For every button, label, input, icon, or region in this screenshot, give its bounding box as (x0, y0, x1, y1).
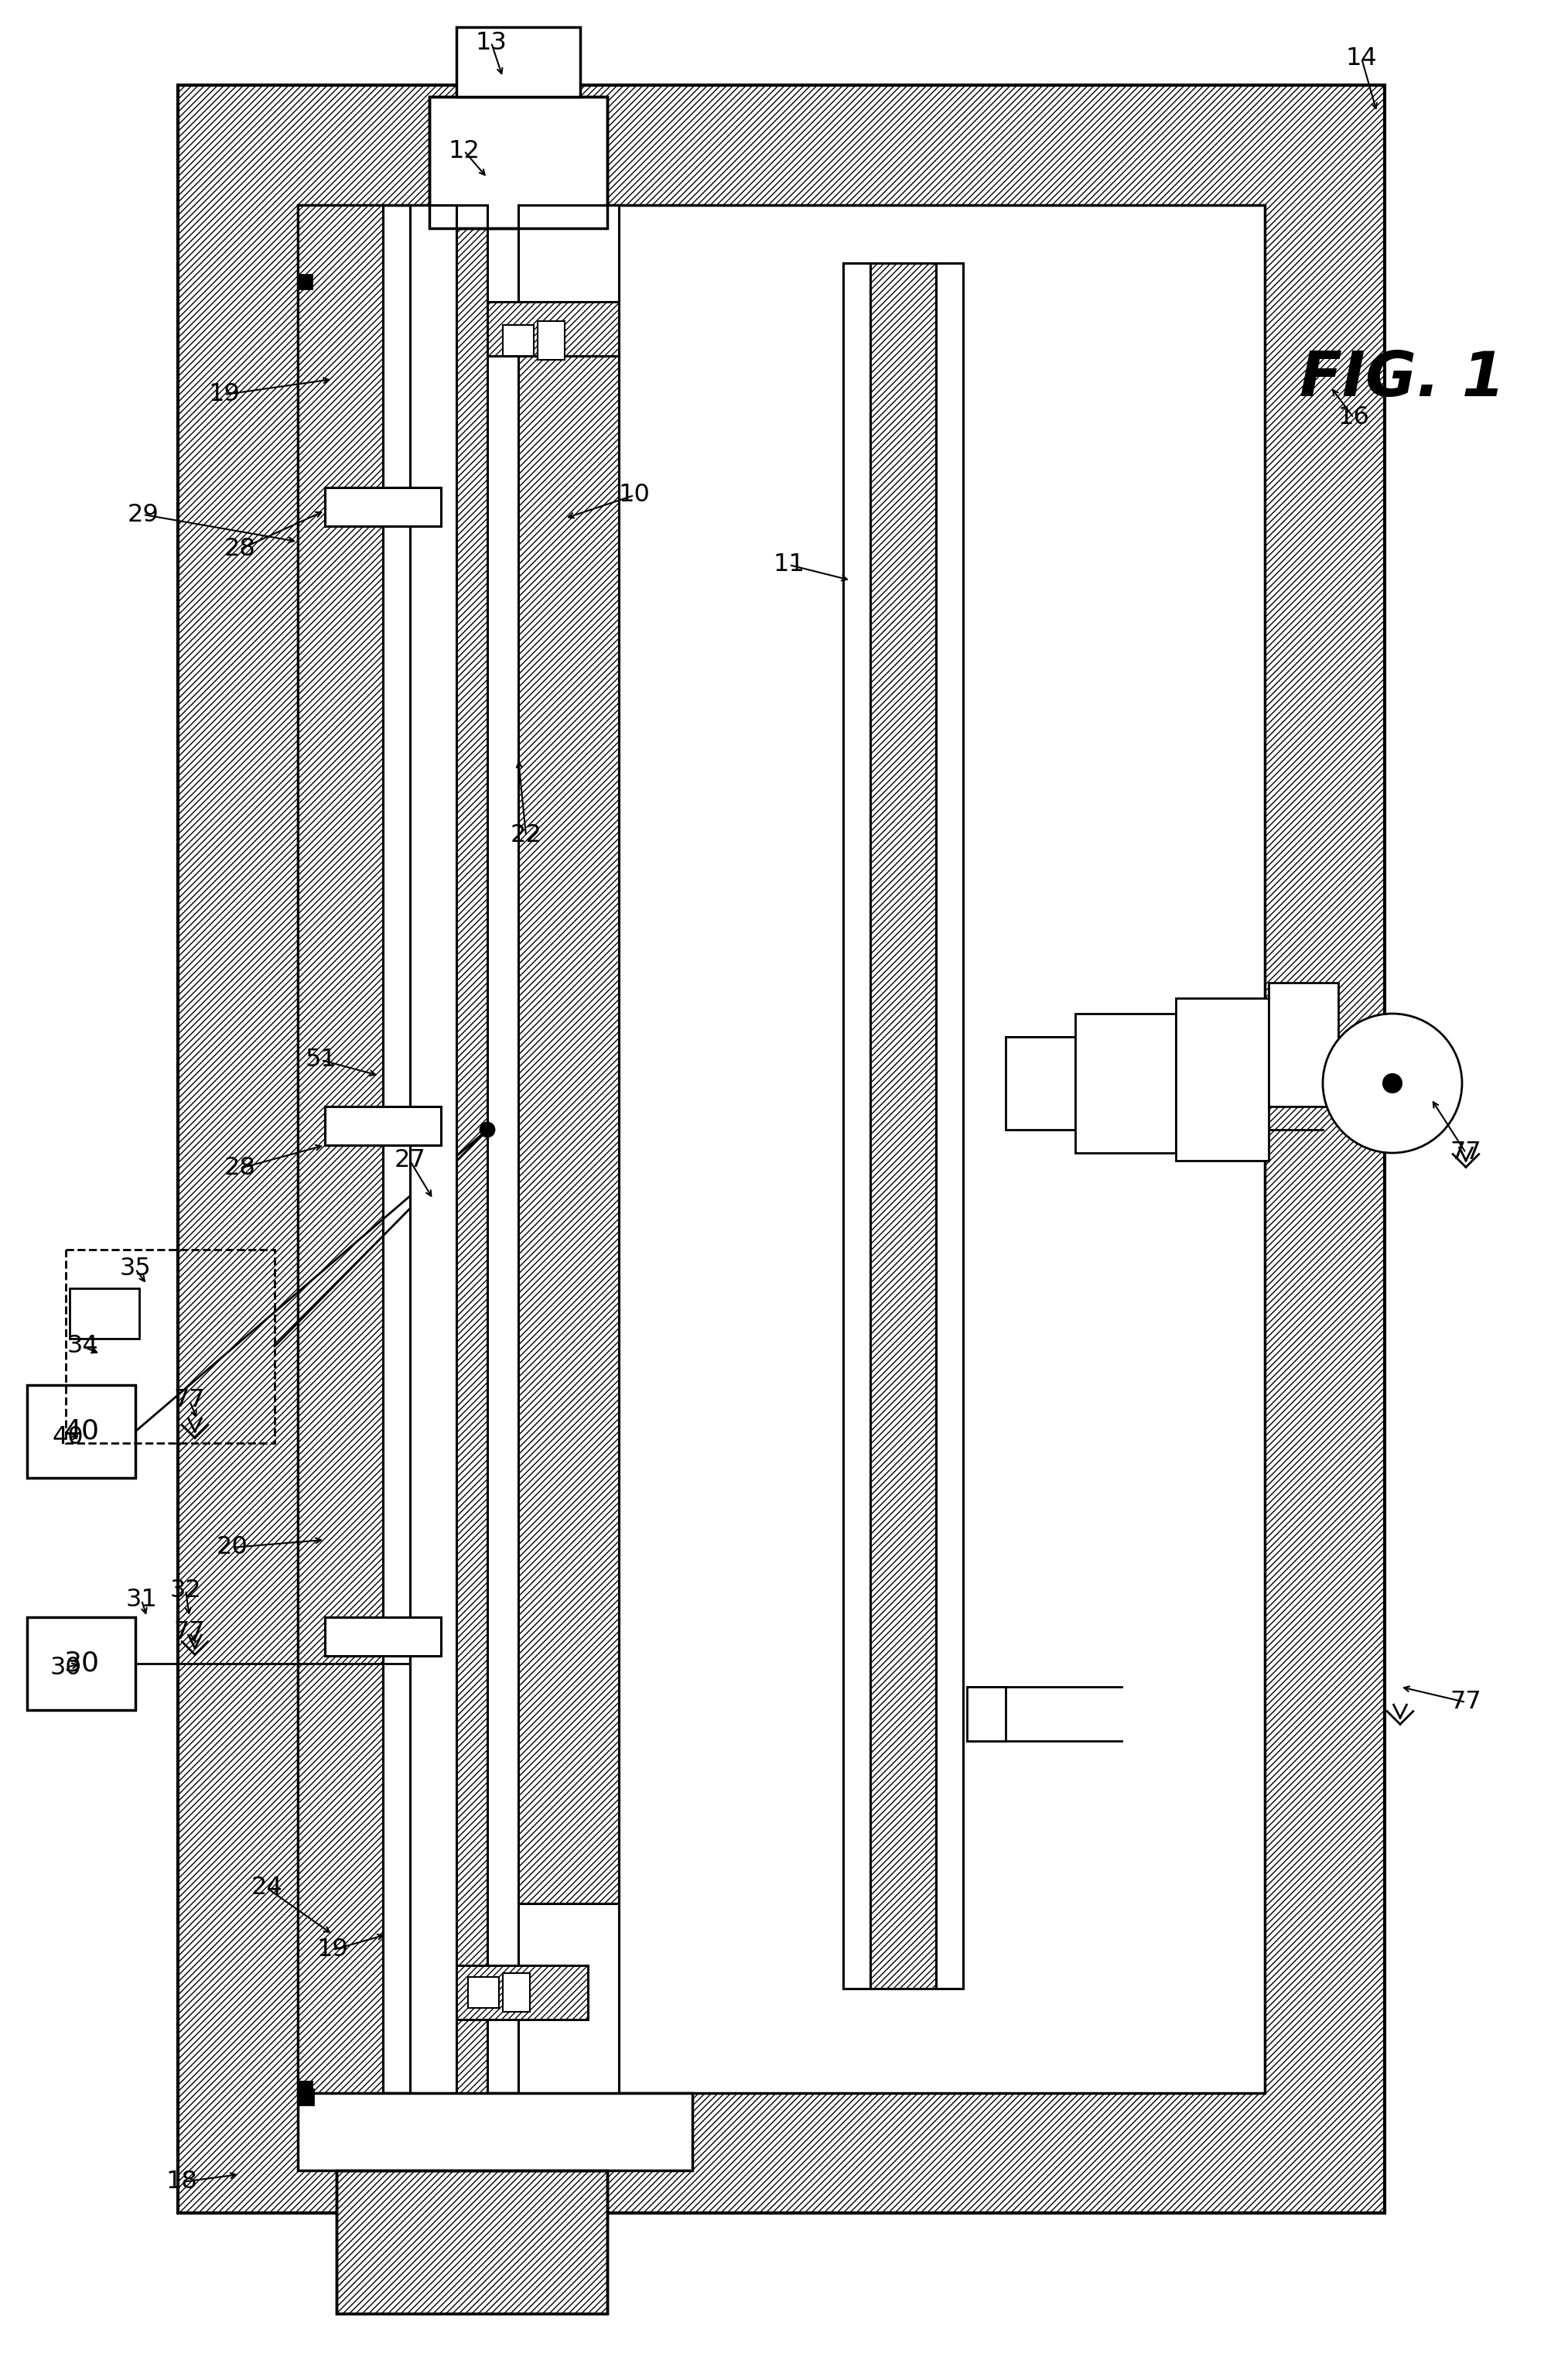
Circle shape (1383, 1074, 1402, 1093)
Bar (488, 302, 619, 356)
Bar (1076, 1015, 1176, 1154)
Text: 40: 40 (52, 1425, 83, 1449)
Text: 22: 22 (510, 824, 543, 847)
Text: 18: 18 (166, 2171, 198, 2195)
Bar (503, 1973, 530, 2011)
Bar (456, 26, 580, 97)
Bar (1269, 982, 1338, 1107)
Text: 13: 13 (475, 31, 506, 54)
Text: 28: 28 (224, 1156, 256, 1180)
Bar (298, 205, 383, 2093)
Bar (409, 205, 488, 2093)
Text: 30: 30 (63, 1650, 99, 1676)
Bar (519, 356, 619, 1905)
Polygon shape (430, 97, 607, 229)
Text: 77: 77 (174, 1621, 205, 1645)
Bar (298, 2082, 312, 2096)
Text: 12: 12 (448, 139, 480, 163)
Text: 77: 77 (1450, 1140, 1482, 1166)
Text: 10: 10 (618, 484, 651, 507)
Text: FIG. 1: FIG. 1 (1300, 349, 1505, 408)
Bar (1005, 1036, 1076, 1130)
Bar (456, 1966, 588, 2020)
Text: 30: 30 (50, 1654, 82, 1680)
Bar (69, 1289, 140, 1338)
Bar (298, 274, 312, 288)
Bar (337, 2171, 607, 2313)
Bar (325, 1107, 441, 1145)
Bar (844, 262, 936, 1989)
Text: 19: 19 (209, 382, 240, 406)
Bar (503, 326, 533, 356)
Bar (519, 1905, 619, 2093)
Bar (519, 356, 619, 1905)
Circle shape (480, 1123, 494, 1138)
Bar (325, 489, 441, 526)
Bar (177, 85, 1385, 2214)
Text: 31: 31 (125, 1588, 157, 1612)
Text: 19: 19 (317, 1938, 348, 1961)
Bar (27, 1385, 135, 1477)
Circle shape (1323, 1015, 1461, 1154)
Text: 27: 27 (394, 1149, 426, 1173)
Polygon shape (298, 205, 383, 2093)
Text: 51: 51 (306, 1048, 337, 1071)
Bar (337, 2171, 607, 2313)
Bar (519, 205, 619, 356)
Text: 77: 77 (174, 1388, 205, 1414)
Text: 35: 35 (119, 1258, 151, 1281)
Bar (66, 1251, 274, 1442)
Text: 34: 34 (67, 1333, 99, 1359)
Text: 14: 14 (1345, 47, 1377, 71)
Text: 16: 16 (1338, 406, 1369, 430)
Bar (844, 262, 870, 1989)
Text: 28: 28 (224, 538, 256, 562)
Text: 40: 40 (63, 1418, 99, 1444)
Bar (967, 1687, 1005, 1742)
Bar (430, 97, 607, 229)
Bar (488, 302, 619, 356)
Bar (325, 1617, 441, 1657)
Bar (409, 205, 456, 2093)
Text: 11: 11 (773, 552, 804, 576)
Text: 77: 77 (1450, 1690, 1482, 1713)
Bar (467, 1978, 499, 2008)
Bar (298, 2089, 314, 2105)
Bar (298, 2093, 693, 2171)
Text: 32: 32 (169, 1579, 201, 1602)
Text: 24: 24 (251, 1876, 282, 1900)
Bar (936, 262, 963, 1989)
Polygon shape (844, 262, 936, 1989)
Text: 29: 29 (127, 503, 158, 526)
Bar (456, 1966, 588, 2020)
Bar (430, 97, 607, 229)
Bar (27, 1617, 135, 1711)
Bar (298, 205, 1265, 2093)
Bar (538, 321, 564, 359)
Text: 20: 20 (216, 1536, 248, 1560)
Polygon shape (409, 205, 488, 2093)
Bar (1176, 998, 1269, 1161)
